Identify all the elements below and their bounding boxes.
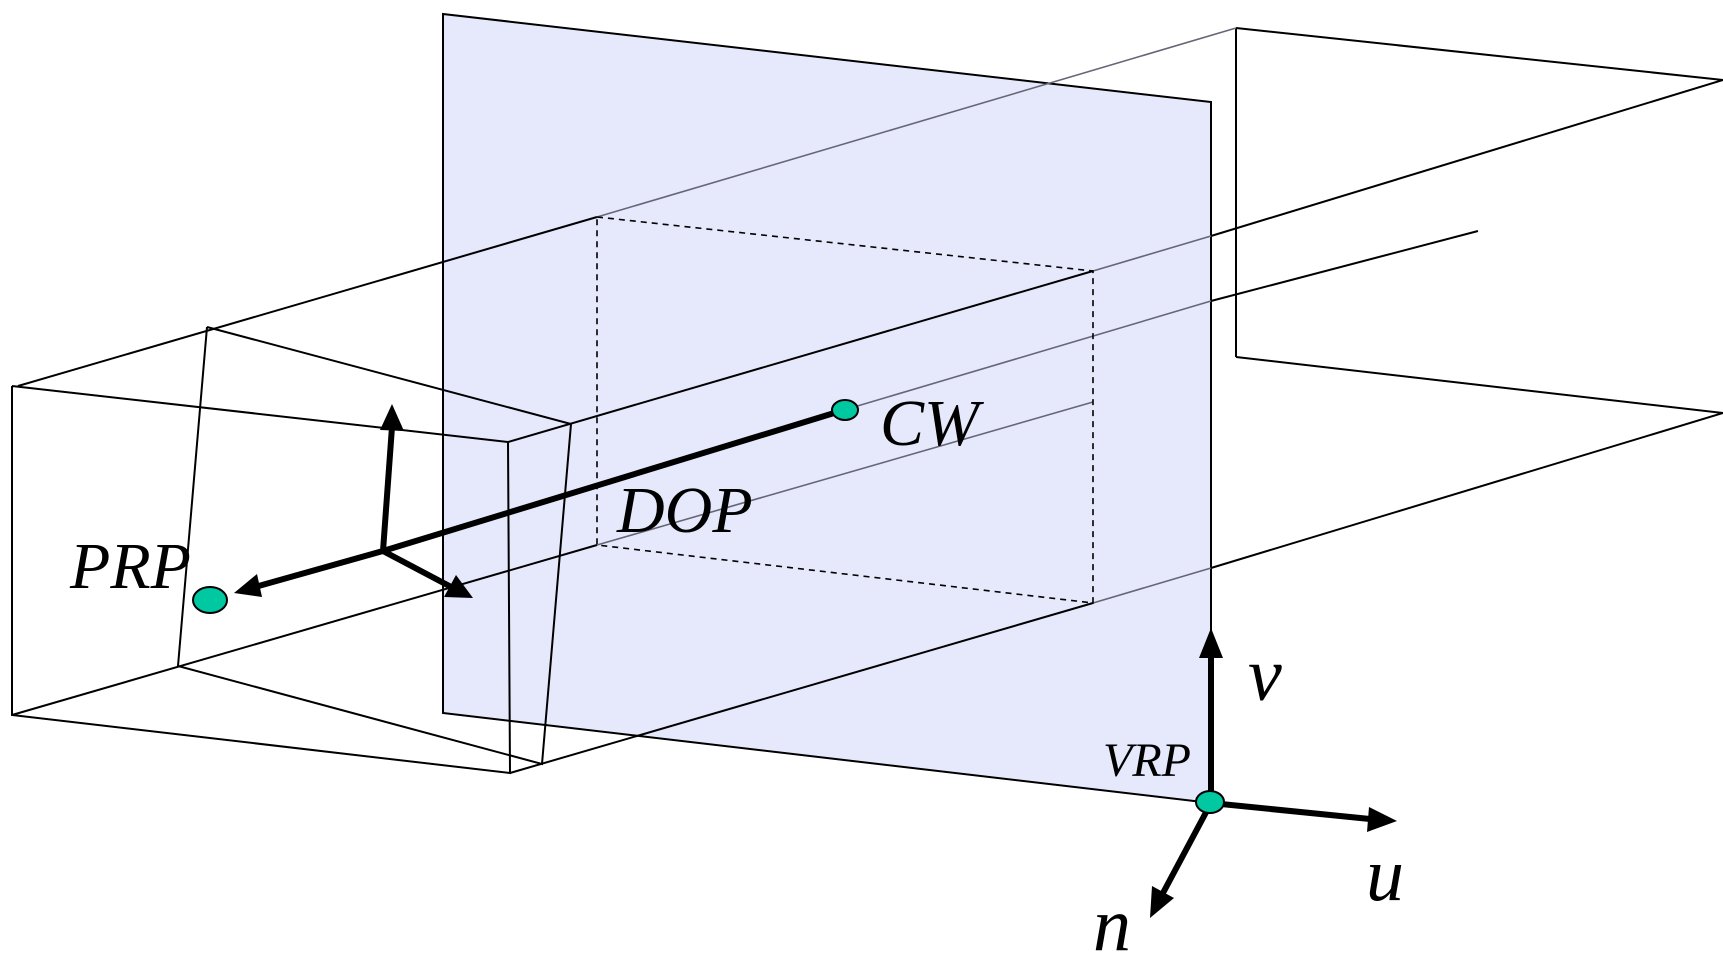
dop-line xyxy=(380,407,847,554)
dop-label: DOP xyxy=(616,474,753,547)
prp-point xyxy=(192,586,228,614)
prp-label: PRP xyxy=(69,530,191,603)
n-axis-label: n xyxy=(1093,883,1131,955)
vrp-label: VRP xyxy=(1103,734,1191,787)
v-axis-label: v xyxy=(1248,633,1282,717)
n-arrowhead xyxy=(1150,886,1174,918)
v-arrowhead xyxy=(1199,628,1223,658)
view-plane xyxy=(442,12,1212,805)
vrp-axes xyxy=(1150,628,1397,918)
cw-point xyxy=(831,399,859,421)
u-axis-label: u xyxy=(1366,833,1404,917)
window-outline xyxy=(596,216,1094,604)
cw-label: CW xyxy=(880,387,984,460)
back-clipping-plane xyxy=(1235,27,1723,414)
prp-axes xyxy=(234,404,473,598)
u-arrowhead xyxy=(1367,807,1397,832)
view-volume-edges xyxy=(11,27,1723,774)
vrp-point xyxy=(1195,790,1225,814)
